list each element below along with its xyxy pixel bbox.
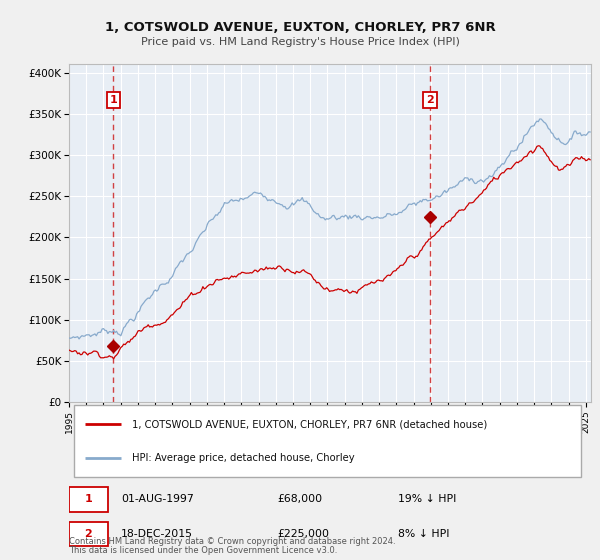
- Text: 8% ↓ HPI: 8% ↓ HPI: [398, 529, 449, 539]
- Text: 19% ↓ HPI: 19% ↓ HPI: [398, 494, 456, 504]
- FancyBboxPatch shape: [74, 405, 581, 477]
- Text: 2: 2: [426, 95, 434, 105]
- Text: 1: 1: [85, 494, 92, 504]
- Text: 1, COTSWOLD AVENUE, EUXTON, CHORLEY, PR7 6NR (detached house): 1, COTSWOLD AVENUE, EUXTON, CHORLEY, PR7…: [131, 419, 487, 429]
- Text: 18-DEC-2015: 18-DEC-2015: [121, 529, 193, 539]
- FancyBboxPatch shape: [69, 487, 108, 511]
- Text: £68,000: £68,000: [278, 494, 323, 504]
- Text: 1: 1: [110, 95, 118, 105]
- Text: Contains HM Land Registry data © Crown copyright and database right 2024.: Contains HM Land Registry data © Crown c…: [69, 538, 395, 547]
- FancyBboxPatch shape: [69, 521, 108, 547]
- Text: Price paid vs. HM Land Registry's House Price Index (HPI): Price paid vs. HM Land Registry's House …: [140, 37, 460, 47]
- Text: 1, COTSWOLD AVENUE, EUXTON, CHORLEY, PR7 6NR: 1, COTSWOLD AVENUE, EUXTON, CHORLEY, PR7…: [104, 21, 496, 34]
- Text: This data is licensed under the Open Government Licence v3.0.: This data is licensed under the Open Gov…: [69, 547, 337, 556]
- Text: 01-AUG-1997: 01-AUG-1997: [121, 494, 194, 504]
- Text: HPI: Average price, detached house, Chorley: HPI: Average price, detached house, Chor…: [131, 453, 354, 463]
- Text: 2: 2: [85, 529, 92, 539]
- Text: £225,000: £225,000: [278, 529, 330, 539]
